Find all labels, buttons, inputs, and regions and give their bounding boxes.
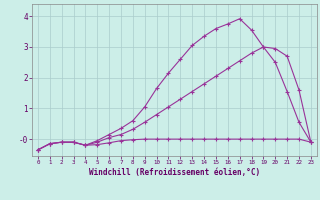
X-axis label: Windchill (Refroidissement éolien,°C): Windchill (Refroidissement éolien,°C) [89, 168, 260, 177]
